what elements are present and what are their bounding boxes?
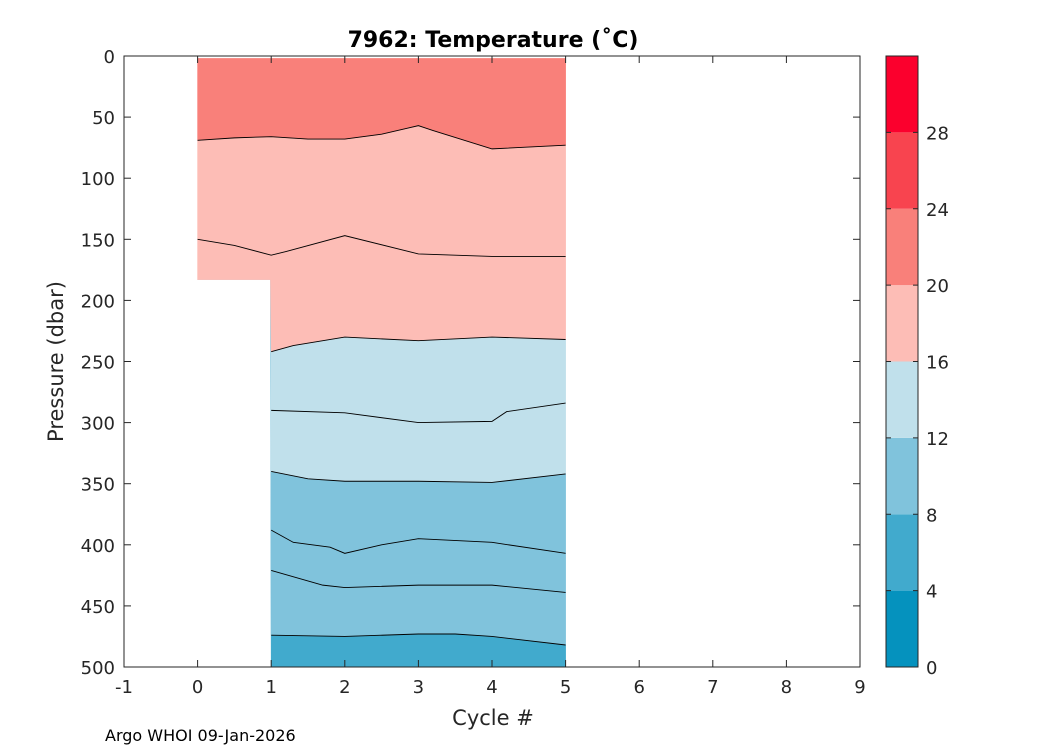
contour-line-11 <box>270 529 566 554</box>
x-tick-label: 6 <box>633 677 644 698</box>
colorbar: 0 4 8 12 16 20 24 28 <box>885 55 949 679</box>
contour-line-12 <box>271 471 566 483</box>
colorbar-tick-label: 24 <box>926 200 949 221</box>
x-tick-label: 0 <box>192 677 203 698</box>
chart-title: 7962: Temperature (˚C) <box>348 28 639 53</box>
x-tick-label: 2 <box>339 677 350 698</box>
colorbar-tick-label: 12 <box>926 429 949 450</box>
contour-line-16 <box>271 336 566 353</box>
y-axis-label: Pressure (dbar) <box>44 281 68 442</box>
x-tick-label: 7 <box>707 677 718 698</box>
x-tick-label: 8 <box>781 677 792 698</box>
colorbar-band-6 <box>886 132 918 209</box>
x-tick-label: -1 <box>115 677 133 698</box>
colorbar-band-3 <box>886 361 918 438</box>
y-tick-label: 500 <box>81 658 115 679</box>
colorbar-tick-label: 16 <box>926 353 949 374</box>
y-tick-label: 0 <box>104 47 115 68</box>
y-tick-label: 400 <box>81 536 115 557</box>
colorbar-band-1 <box>886 514 918 591</box>
y-tick-label: 100 <box>81 169 115 190</box>
y-tick-label: 350 <box>81 475 115 496</box>
colorbar-band-2 <box>886 437 918 515</box>
contour-fills <box>197 58 566 668</box>
contour-lines <box>197 125 566 646</box>
y-tick-label: 50 <box>92 108 115 129</box>
colorbar-band-7 <box>886 56 918 133</box>
contour-line-18 <box>197 235 566 257</box>
colorbar-tick-label: 28 <box>926 123 949 144</box>
colorbar-band-0 <box>886 590 918 667</box>
y-tick-label: 450 <box>81 597 115 618</box>
y-axis: 0 50 100 150 200 250 300 350 400 450 500 <box>81 47 860 679</box>
contour-line-20 <box>197 125 566 150</box>
x-axis-label: Cycle # <box>452 706 534 730</box>
colorbar-tick-label: 20 <box>926 276 949 297</box>
x-tick-label: 3 <box>413 677 424 698</box>
x-axis: -1 0 1 2 3 4 5 6 7 8 9 <box>115 56 866 698</box>
colorbar-band-5 <box>886 208 918 286</box>
contour-line-8 <box>271 633 566 646</box>
y-tick-label: 200 <box>81 291 115 312</box>
y-tick-label: 300 <box>81 414 115 435</box>
contour-line-14 <box>271 402 566 424</box>
y-tick-label: 150 <box>81 230 115 251</box>
footer-credit: Argo WHOI 09-Jan-2026 <box>105 726 296 745</box>
colorbar-band-4 <box>886 285 918 362</box>
x-tick-label: 1 <box>265 677 276 698</box>
x-tick-label: 9 <box>854 677 865 698</box>
x-tick-label: 5 <box>560 677 571 698</box>
colorbar-tick-label: 8 <box>926 505 937 526</box>
colorbar-tick-label: 4 <box>926 582 937 603</box>
y-tick-label: 250 <box>81 353 115 374</box>
contour-line-10 <box>271 570 566 593</box>
x-tick-label: 4 <box>486 677 497 698</box>
colorbar-tick-label: 0 <box>926 658 937 679</box>
